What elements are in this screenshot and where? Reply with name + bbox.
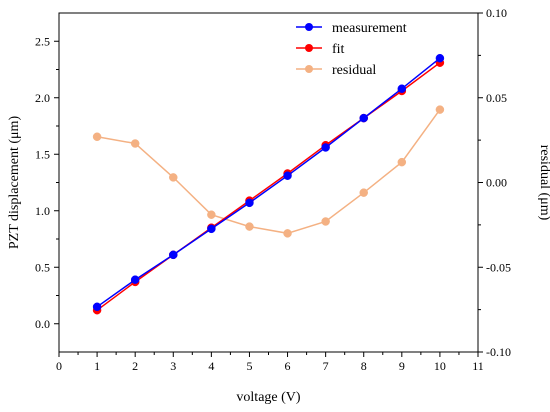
point-residual	[283, 229, 292, 238]
x-tick-label: 9	[399, 359, 405, 373]
series-line-residual	[96, 109, 441, 235]
point-measurement	[130, 275, 140, 284]
legend: measurement fit residual	[296, 21, 407, 78]
series-layer	[92, 53, 445, 315]
x-tick-label: 11	[472, 359, 484, 373]
x-axis: 0 1 2 3 4 5 6 7 8 9 10 11	[56, 352, 484, 373]
point-measurement	[435, 53, 445, 63]
series-residual	[92, 105, 445, 238]
y-axis-right-label: residual (μm)	[537, 145, 550, 221]
legend-swatch-marker	[305, 65, 313, 73]
x-tick-label: 0	[56, 359, 62, 373]
series-measurement	[92, 53, 445, 312]
point-measurement	[283, 171, 292, 180]
point-measurement	[359, 113, 368, 123]
point-residual	[359, 188, 368, 197]
point-residual	[169, 173, 178, 182]
point-measurement	[321, 143, 330, 152]
x-tick-label: 5	[246, 359, 252, 373]
point-measurement	[169, 250, 178, 260]
x-tick-label: 1	[94, 359, 100, 373]
x-tick-label: 2	[132, 359, 138, 373]
y-left-tick-label: 2.5	[35, 34, 50, 48]
point-residual	[130, 139, 140, 148]
y-right-tick-label: -0.10	[486, 345, 511, 359]
plot-area	[58, 12, 479, 353]
legend-item-measurement: measurement	[296, 21, 407, 36]
x-tick-label: 8	[361, 359, 367, 373]
x-tick-label: 3	[170, 359, 176, 373]
y-left-tick-label: 0.5	[35, 260, 50, 274]
legend-swatch-marker	[305, 44, 313, 52]
y-right-tick-label: -0.05	[486, 260, 511, 274]
y-right-tick-label: 0.00	[486, 176, 507, 190]
point-measurement	[245, 198, 254, 208]
point-measurement	[397, 84, 407, 93]
point-residual	[92, 132, 102, 141]
y-right-tick-label: 0.10	[486, 6, 507, 20]
point-residual	[245, 222, 254, 231]
y-left-tick-label: 1.5	[35, 147, 50, 161]
x-tick-label: 10	[434, 359, 446, 373]
y-right-tick-label: 0.05	[486, 91, 507, 105]
x-axis-label: voltage (V)	[236, 390, 300, 405]
point-residual	[207, 210, 216, 219]
point-measurement	[92, 302, 102, 312]
point-residual	[321, 217, 330, 226]
y-axis-left: 0.0 0.5 1.0 1.5 2.0 2.5	[35, 34, 59, 331]
y-left-tick-label: 0.0	[35, 317, 50, 331]
y-left-tick-label: 2.0	[35, 91, 50, 105]
plot-frame	[58, 12, 479, 353]
legend-item-fit: fit	[296, 42, 345, 57]
y-axis-left-label: PZT displacement (μm)	[7, 116, 22, 250]
x-tick-label: 7	[323, 359, 329, 373]
legend-label: residual	[332, 63, 376, 78]
legend-swatch-marker	[305, 23, 313, 31]
legend-item-residual: residual	[296, 63, 376, 78]
point-measurement	[207, 224, 216, 234]
series-line-measurement	[96, 57, 441, 308]
series-line-fit	[96, 62, 441, 311]
point-residual	[397, 157, 407, 167]
x-tick-label: 6	[285, 359, 291, 373]
x-tick-label: 4	[208, 359, 214, 373]
y-left-tick-label: 1.0	[35, 204, 50, 218]
legend-label: measurement	[332, 21, 407, 36]
point-residual	[435, 105, 445, 114]
y-axis-right: -0.10 -0.05 0.00 0.05 0.10	[478, 6, 511, 359]
legend-label: fit	[332, 42, 345, 57]
